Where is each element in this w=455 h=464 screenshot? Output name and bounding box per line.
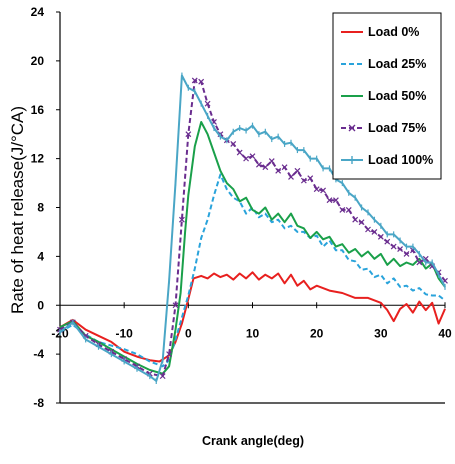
series-marker <box>288 174 294 180</box>
legend-label-3: Load 75% <box>368 121 426 135</box>
series-marker <box>365 226 371 233</box>
series-marker <box>326 197 333 204</box>
series-marker <box>230 141 237 147</box>
series-marker <box>275 167 282 174</box>
series-marker <box>172 302 179 309</box>
series-marker <box>262 164 269 171</box>
series-marker <box>307 175 314 182</box>
x-tick-label: 40 <box>438 326 452 340</box>
y-tick-label: 24 <box>31 5 45 19</box>
series-marker <box>249 153 256 160</box>
series-line-4 <box>59 74 446 382</box>
x-tick-label: 30 <box>374 326 388 340</box>
series-marker <box>358 219 365 226</box>
series-marker <box>403 251 410 257</box>
series-marker <box>416 259 423 266</box>
series-marker <box>166 351 173 358</box>
y-tick-label: 4 <box>37 249 44 263</box>
legend-box <box>332 12 442 180</box>
y-tick-label: 20 <box>31 54 45 68</box>
series-marker <box>198 78 205 85</box>
series-marker <box>243 155 250 162</box>
series-marker <box>178 216 185 223</box>
series-line-0 <box>59 271 446 363</box>
series-marker <box>204 100 211 107</box>
series-line-2 <box>59 121 446 375</box>
series-marker <box>332 197 339 204</box>
series-marker <box>294 167 301 174</box>
legend-marker <box>348 124 356 132</box>
y-tick-label: -4 <box>33 347 44 361</box>
series-marker <box>300 177 307 184</box>
x-tick-label: 0 <box>185 326 192 340</box>
series-marker <box>397 246 404 252</box>
y-tick-label: 8 <box>37 201 44 215</box>
series-marker <box>377 233 384 240</box>
x-tick-label: 20 <box>310 326 324 340</box>
series-marker <box>339 207 346 213</box>
series-line-1 <box>59 173 446 368</box>
y-tick-label: 16 <box>31 103 45 117</box>
series-marker <box>255 161 262 168</box>
x-tick-label: 10 <box>246 326 260 340</box>
series-marker <box>384 238 391 245</box>
x-axis-label: Crank angle(deg) <box>202 434 304 448</box>
x-tick-label: -10 <box>115 326 133 340</box>
legend-label-4: Load 100% <box>368 153 433 167</box>
series-marker <box>185 131 192 138</box>
y-tick-label: -8 <box>33 396 44 410</box>
y-axis-label: Rate of heat release(J/°CA) <box>8 106 27 314</box>
series-marker <box>352 216 359 223</box>
plot-area <box>57 72 448 385</box>
series-marker <box>320 187 327 194</box>
series-marker <box>390 243 397 250</box>
legend: Load 0% Load 25% Load 50% Load 75% Load 100% <box>332 12 442 180</box>
series-marker <box>236 149 243 156</box>
series-marker <box>281 164 288 171</box>
legend-label-1: Load 25% <box>368 57 426 71</box>
y-tick-label: 0 <box>37 298 44 312</box>
axes <box>56 11 446 404</box>
series-marker <box>313 186 320 193</box>
series-marker <box>345 207 352 213</box>
legend-label-0: Load 0% <box>368 25 419 39</box>
series-marker <box>191 77 198 84</box>
y-tick-label: 12 <box>31 152 45 166</box>
legend-label-2: Load 50% <box>368 89 426 103</box>
series-marker <box>159 373 166 380</box>
series-marker <box>371 229 378 235</box>
series-marker <box>268 158 275 164</box>
